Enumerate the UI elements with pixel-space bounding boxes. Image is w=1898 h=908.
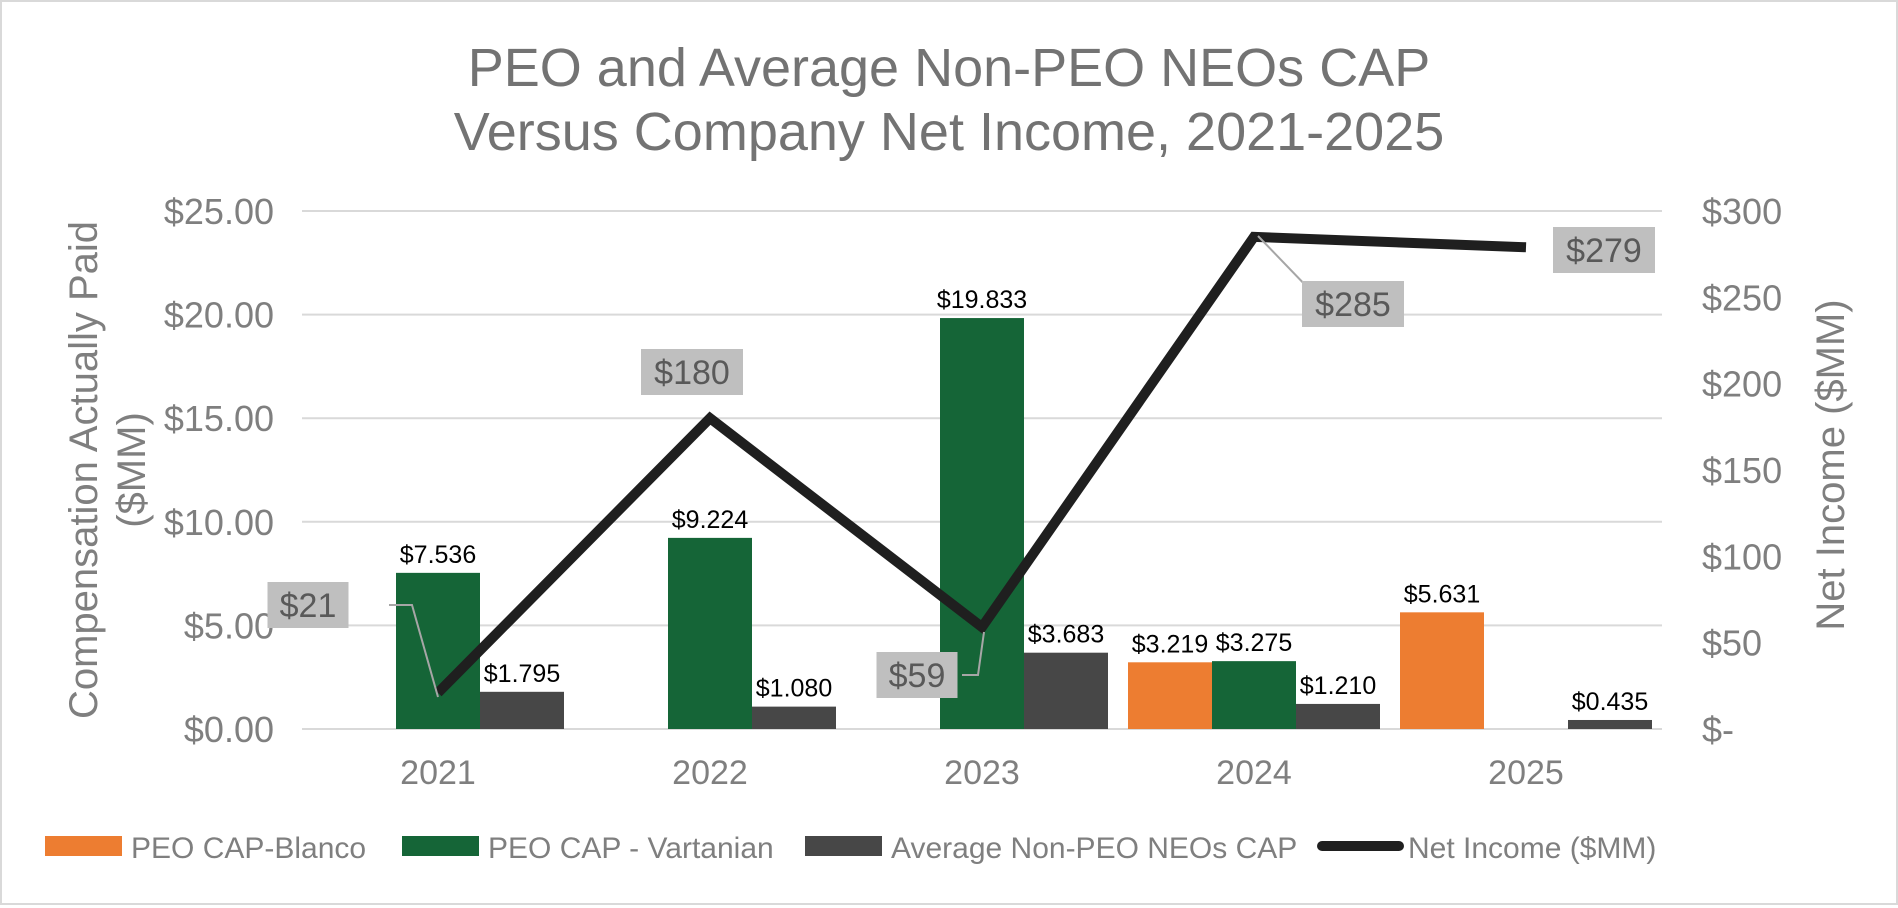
legend-swatch [805,836,882,856]
x-axis: 2021 2022 2023 2024 2025 [400,754,1564,792]
callout-box [1302,281,1404,327]
bar-data-label: $1.210 [1300,672,1376,700]
bar-series: $7.536 $1.795 $9.224 $1.080 $19.833 $3.683 $3.… [396,286,1652,729]
y-tick-label: $20.00 [164,295,274,336]
secondary-y-axis: $- $50 $100 $150 $200 $250 $300 Net Income ($MM… [1702,191,1853,750]
bar [1128,662,1212,729]
bar [752,706,836,729]
y2-tick-label: $300 [1702,191,1782,232]
y-tick-label: $15.00 [164,398,274,439]
y2-tick-label: $100 [1702,536,1782,577]
y-axis-title: Compensation Actually Paid ($MM) [62,221,154,719]
net-income-line [434,231,1527,697]
y-axis-title-line: Compensation Actually Paid [62,221,106,719]
legend-item: PEO CAP-Blanco [45,832,366,865]
y2-axis-title: Net Income ($MM) [1809,299,1853,630]
chart-title-line: PEO and Average Non-PEO NEOs CAP [468,38,1430,98]
legend-label: Net Income ($MM) [1408,832,1656,865]
bar-data-label: $5.631 [1404,580,1480,608]
y2-tick-label: $- [1702,709,1734,750]
callout-box [876,652,958,698]
x-tick-label: 2022 [672,754,748,792]
callout-leader [962,631,985,676]
legend-label: PEO CAP-Blanco [131,832,366,865]
y-axis-title-line: ($MM) [110,412,154,528]
legend-item: PEO CAP - Vartanian [402,832,774,865]
legend-swatch [45,836,122,856]
bar-data-label: $3.275 [1216,629,1292,657]
line-data-label: $180 [654,354,730,392]
line-data-label: $279 [1566,232,1642,270]
legend-item: Net Income ($MM) [1317,832,1656,865]
bar [1212,661,1296,729]
x-tick-label: 2025 [1488,754,1564,792]
bar-data-label: $1.080 [756,675,832,703]
legend: PEO CAP-Blanco PEO CAP - Vartanian Average… [45,832,1656,865]
line-series: $21 $180 $59 $285 $279 [267,227,1655,698]
line-data-label: $59 [889,657,946,695]
legend-label: PEO CAP - Vartanian [488,832,774,865]
bar [480,691,564,729]
legend-label: Average Non-PEO NEOs CAP [891,832,1297,865]
y-tick-label: $25.00 [164,191,274,232]
legend-swatch [402,836,479,856]
y2-tick-label: $200 [1702,364,1782,405]
bar [396,572,480,729]
bar [668,537,752,729]
y2-axis-title-text: Net Income ($MM) [1809,299,1853,630]
y-tick-label: $5.00 [184,605,274,646]
bar-data-label: $9.224 [672,506,749,534]
bar [1296,703,1380,729]
y2-tick-label: $150 [1702,450,1782,491]
y2-tick-label: $250 [1702,277,1782,318]
x-tick-label: 2023 [944,754,1020,792]
line-data-label: $285 [1315,286,1391,324]
bar-data-label: $3.219 [1132,630,1208,658]
y-tick-label: $0.00 [184,709,274,750]
callout-box [641,349,743,395]
bar-data-label: $3.683 [1028,621,1104,649]
y-tick-label: $10.00 [164,502,274,543]
x-tick-label: 2021 [400,754,476,792]
y2-tick-label: $50 [1702,623,1762,664]
bar [1568,719,1652,729]
callout-leader [389,604,439,698]
primary-y-axis: $0.00$5.00$10.00$15.00$20.00$25.00Compen… [62,191,274,750]
bar-data-label: $19.833 [937,286,1027,314]
bar-data-label: $0.435 [1572,688,1648,716]
callout-box [1553,227,1655,273]
bar-data-label: $7.536 [400,541,476,569]
callout-box [267,582,349,628]
bar [1400,612,1484,729]
chart-title-line: Versus Company Net Income, 2021-2025 [454,102,1445,162]
bar-data-label: $1.795 [484,660,560,688]
bar [1024,652,1108,729]
x-tick-label: 2024 [1216,754,1292,792]
line-data-label: $21 [280,587,337,625]
legend-item: Average Non-PEO NEOs CAP [805,832,1297,865]
